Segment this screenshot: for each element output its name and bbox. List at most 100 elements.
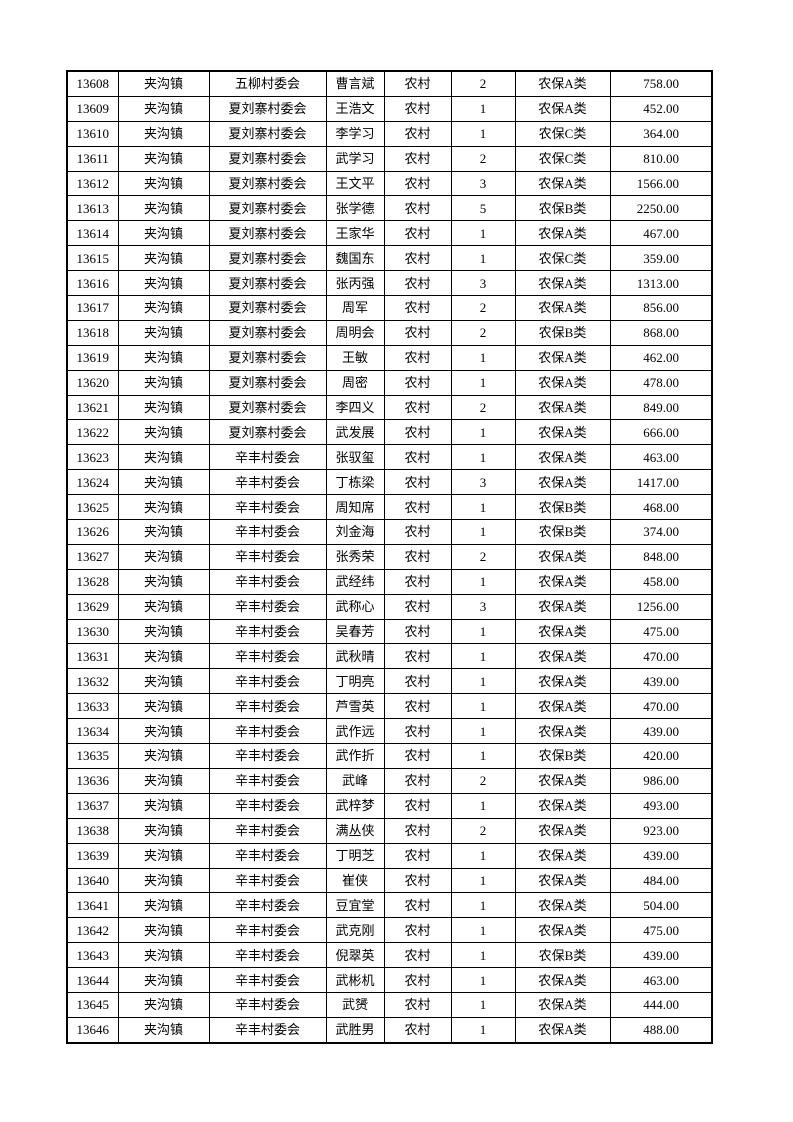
cell-insurance-category: 农保A类 bbox=[514, 170, 611, 197]
cell-person-name: 武梓梦 bbox=[325, 792, 385, 819]
cell-record-id: 13645 bbox=[66, 991, 119, 1018]
cell-insurance-category: 农保C类 bbox=[514, 145, 611, 172]
cell-insurance-category: 农保A类 bbox=[514, 618, 611, 645]
cell-insurance-category: 农保A类 bbox=[514, 543, 611, 570]
cell-amount: 462.00 bbox=[609, 344, 713, 371]
cell-residence-type: 农村 bbox=[383, 145, 452, 172]
cell-town: 夹沟镇 bbox=[117, 767, 210, 794]
table-row: 13609 夹沟镇 夏刘寨村委会 王浩文 农村 1 农保A类 452.00 bbox=[66, 95, 713, 122]
cell-village-committee: 辛丰村委会 bbox=[208, 1016, 327, 1044]
cell-town: 夹沟镇 bbox=[117, 892, 210, 919]
table-row: 13643 夹沟镇 辛丰村委会 倪翠英 农村 1 农保B类 439.00 bbox=[66, 942, 713, 969]
cell-town: 夹沟镇 bbox=[117, 319, 210, 346]
cell-town: 夹沟镇 bbox=[117, 344, 210, 371]
cell-record-id: 13621 bbox=[66, 394, 119, 421]
cell-village-committee: 辛丰村委会 bbox=[208, 817, 327, 844]
cell-village-committee: 夏刘寨村委会 bbox=[208, 369, 327, 396]
cell-person-name: 武发展 bbox=[325, 419, 385, 446]
cell-person-name: 丁明亮 bbox=[325, 668, 385, 695]
table-row: 13633 夹沟镇 辛丰村委会 芦雪英 农村 1 农保A类 470.00 bbox=[66, 693, 713, 720]
cell-town: 夹沟镇 bbox=[117, 270, 210, 297]
cell-insurance-category: 农保B类 bbox=[514, 195, 611, 222]
cell-village-committee: 辛丰村委会 bbox=[208, 917, 327, 944]
cell-person-count: 1 bbox=[450, 867, 516, 894]
cell-person-name: 倪翠英 bbox=[325, 942, 385, 969]
cell-record-id: 13643 bbox=[66, 942, 119, 969]
cell-person-count: 2 bbox=[450, 70, 516, 97]
cell-village-committee: 辛丰村委会 bbox=[208, 444, 327, 471]
cell-record-id: 13619 bbox=[66, 344, 119, 371]
cell-person-name: 武作远 bbox=[325, 718, 385, 745]
cell-person-name: 武称心 bbox=[325, 593, 385, 620]
table-row: 13610 夹沟镇 夏刘寨村委会 李学习 农村 1 农保C类 364.00 bbox=[66, 120, 713, 147]
cell-amount: 484.00 bbox=[609, 867, 713, 894]
cell-amount: 1566.00 bbox=[609, 170, 713, 197]
cell-person-count: 2 bbox=[450, 817, 516, 844]
cell-record-id: 13629 bbox=[66, 593, 119, 620]
table-row: 13627 夹沟镇 辛丰村委会 张秀荣 农村 2 农保A类 848.00 bbox=[66, 543, 713, 570]
cell-residence-type: 农村 bbox=[383, 767, 452, 794]
cell-person-count: 1 bbox=[450, 369, 516, 396]
cell-insurance-category: 农保A类 bbox=[514, 668, 611, 695]
cell-residence-type: 农村 bbox=[383, 693, 452, 720]
cell-village-committee: 夏刘寨村委会 bbox=[208, 319, 327, 346]
table-row: 13617 夹沟镇 夏刘寨村委会 周军 农村 2 农保A类 856.00 bbox=[66, 295, 713, 321]
cell-amount: 493.00 bbox=[609, 792, 713, 819]
cell-person-count: 1 bbox=[450, 444, 516, 471]
cell-person-name: 武作折 bbox=[325, 743, 385, 769]
cell-amount: 475.00 bbox=[609, 917, 713, 944]
cell-village-committee: 辛丰村委会 bbox=[208, 568, 327, 595]
cell-record-id: 13626 bbox=[66, 519, 119, 545]
cell-village-committee: 夏刘寨村委会 bbox=[208, 95, 327, 122]
cell-village-committee: 夏刘寨村委会 bbox=[208, 270, 327, 297]
table-row: 13623 夹沟镇 辛丰村委会 张驭玺 农村 1 农保A类 463.00 bbox=[66, 444, 713, 471]
table-row: 13618 夹沟镇 夏刘寨村委会 周明会 农村 2 农保B类 868.00 bbox=[66, 319, 713, 346]
table-row: 13620 夹沟镇 夏刘寨村委会 周密 农村 1 农保A类 478.00 bbox=[66, 369, 713, 396]
cell-record-id: 13618 bbox=[66, 319, 119, 346]
cell-town: 夹沟镇 bbox=[117, 817, 210, 844]
cell-person-name: 武经纬 bbox=[325, 568, 385, 595]
insurance-payment-table: 13608 夹沟镇 五柳村委会 曹言斌 农村 2 农保A类 758.00 13609 夹沟镇 夏刘寨… bbox=[66, 70, 713, 1044]
cell-person-name: 武克刚 bbox=[325, 917, 385, 944]
cell-town: 夹沟镇 bbox=[117, 419, 210, 446]
cell-residence-type: 农村 bbox=[383, 792, 452, 819]
table-row: 13611 夹沟镇 夏刘寨村委会 武学习 农村 2 农保C类 810.00 bbox=[66, 145, 713, 172]
cell-record-id: 13634 bbox=[66, 718, 119, 745]
cell-person-count: 1 bbox=[450, 743, 516, 769]
cell-residence-type: 农村 bbox=[383, 444, 452, 471]
cell-town: 夹沟镇 bbox=[117, 917, 210, 944]
cell-record-id: 13624 bbox=[66, 469, 119, 496]
table-row: 13636 夹沟镇 辛丰村委会 武峰 农村 2 农保A类 986.00 bbox=[66, 767, 713, 794]
cell-village-committee: 辛丰村委会 bbox=[208, 867, 327, 894]
cell-person-count: 1 bbox=[450, 618, 516, 645]
table-row: 13635 夹沟镇 辛丰村委会 武作折 农村 1 农保B类 420.00 bbox=[66, 743, 713, 769]
cell-residence-type: 农村 bbox=[383, 469, 452, 496]
table-row: 13645 夹沟镇 辛丰村委会 武赟 农村 1 农保A类 444.00 bbox=[66, 991, 713, 1018]
cell-person-name: 魏国东 bbox=[325, 245, 385, 272]
table-row: 13619 夹沟镇 夏刘寨村委会 王敏 农村 1 农保A类 462.00 bbox=[66, 344, 713, 371]
cell-insurance-category: 农保A类 bbox=[514, 419, 611, 446]
table-row: 13642 夹沟镇 辛丰村委会 武克刚 农村 1 农保A类 475.00 bbox=[66, 917, 713, 944]
cell-amount: 758.00 bbox=[609, 70, 713, 97]
cell-person-name: 李四义 bbox=[325, 394, 385, 421]
cell-insurance-category: 农保B类 bbox=[514, 743, 611, 769]
cell-village-committee: 辛丰村委会 bbox=[208, 693, 327, 720]
table-row: 13624 夹沟镇 辛丰村委会 丁栋梁 农村 3 农保A类 1417.00 bbox=[66, 469, 713, 496]
cell-person-name: 武赟 bbox=[325, 991, 385, 1018]
cell-amount: 467.00 bbox=[609, 220, 713, 247]
cell-person-name: 丁栋梁 bbox=[325, 469, 385, 496]
cell-town: 夹沟镇 bbox=[117, 120, 210, 147]
cell-residence-type: 农村 bbox=[383, 270, 452, 297]
cell-insurance-category: 农保A类 bbox=[514, 892, 611, 919]
cell-town: 夹沟镇 bbox=[117, 444, 210, 471]
table-row: 13626 夹沟镇 辛丰村委会 刘金海 农村 1 农保B类 374.00 bbox=[66, 519, 713, 545]
table-row: 13644 夹沟镇 辛丰村委会 武彬机 农村 1 农保A类 463.00 bbox=[66, 967, 713, 993]
cell-village-committee: 五柳村委会 bbox=[208, 70, 327, 97]
cell-residence-type: 农村 bbox=[383, 967, 452, 993]
cell-village-committee: 辛丰村委会 bbox=[208, 668, 327, 695]
cell-town: 夹沟镇 bbox=[117, 170, 210, 197]
cell-person-count: 1 bbox=[450, 917, 516, 944]
cell-person-count: 1 bbox=[450, 792, 516, 819]
cell-person-name: 武彬机 bbox=[325, 967, 385, 993]
